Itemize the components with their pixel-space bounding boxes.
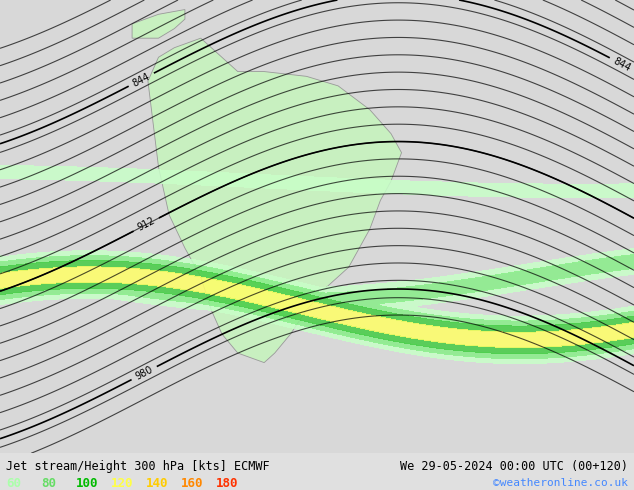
Text: We 29-05-2024 00:00 UTC (00+120): We 29-05-2024 00:00 UTC (00+120) bbox=[399, 460, 628, 473]
Text: 100: 100 bbox=[76, 477, 98, 490]
Text: 980: 980 bbox=[134, 365, 155, 382]
Text: 844: 844 bbox=[612, 56, 633, 73]
Text: 80: 80 bbox=[41, 477, 56, 490]
Text: 844: 844 bbox=[131, 71, 152, 88]
Text: 60: 60 bbox=[6, 477, 22, 490]
Text: Jet stream/Height 300 hPa [kts] ECMWF: Jet stream/Height 300 hPa [kts] ECMWF bbox=[6, 460, 270, 473]
Text: 180: 180 bbox=[216, 477, 238, 490]
Text: ©weatheronline.co.uk: ©weatheronline.co.uk bbox=[493, 478, 628, 489]
Text: 120: 120 bbox=[111, 477, 133, 490]
Text: 160: 160 bbox=[181, 477, 203, 490]
Text: 140: 140 bbox=[146, 477, 168, 490]
Polygon shape bbox=[148, 38, 401, 363]
Polygon shape bbox=[132, 9, 185, 38]
Text: 912: 912 bbox=[136, 216, 157, 233]
